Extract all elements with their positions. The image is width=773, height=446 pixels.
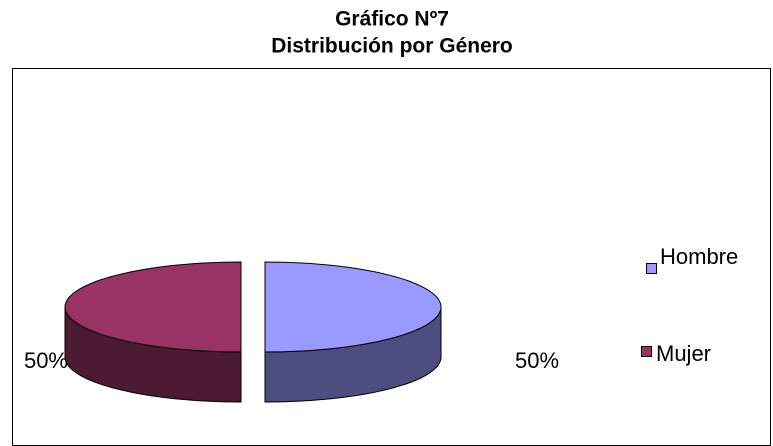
legend-swatch xyxy=(646,263,657,274)
slice xyxy=(64,261,242,353)
legend-swatch xyxy=(641,346,652,357)
legend-label: Mujer xyxy=(656,341,711,366)
slice xyxy=(264,261,442,353)
chart-subtitle: Distribución por Género xyxy=(271,35,513,58)
legend-label: Hombre xyxy=(660,244,738,269)
data-label: 50% xyxy=(515,348,559,373)
data-label: 50% xyxy=(24,348,68,373)
chart-title: Gráfico Nº7 xyxy=(335,8,449,31)
